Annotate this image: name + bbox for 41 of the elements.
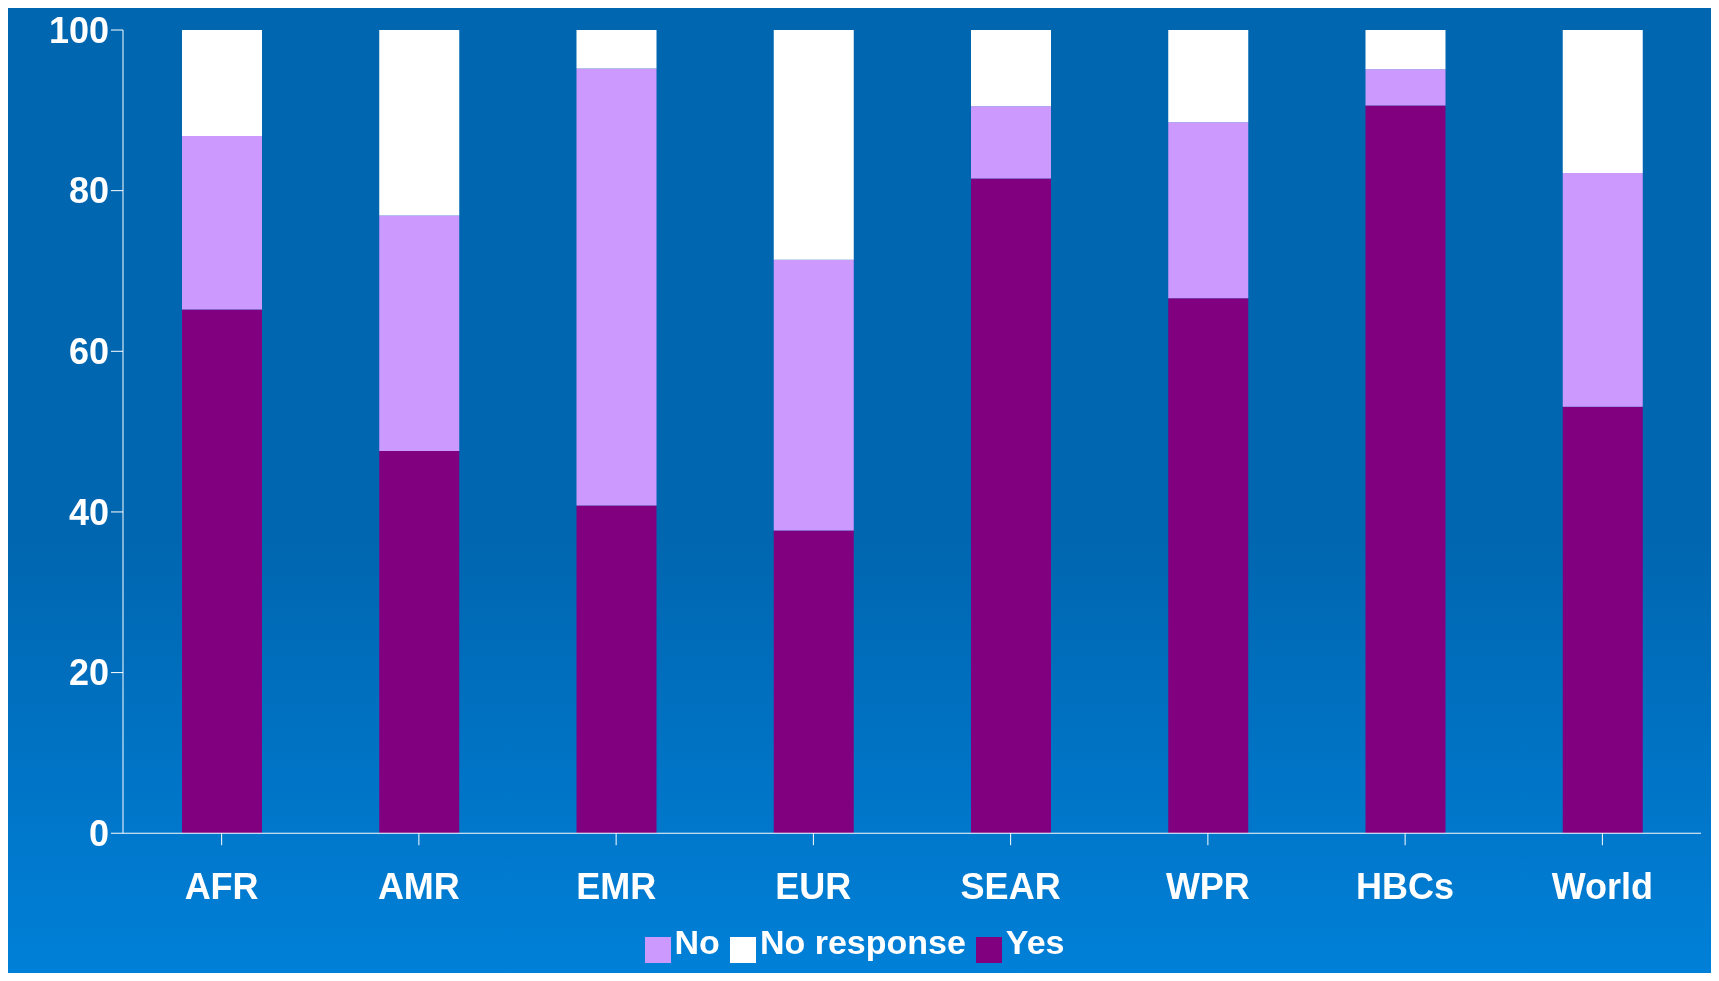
bar (182, 30, 262, 137)
x-tick-label: SEAR (960, 865, 1061, 907)
bar (182, 309, 262, 834)
bar (1365, 30, 1446, 70)
bar (379, 450, 460, 834)
bar (1562, 406, 1643, 834)
bar (576, 30, 657, 69)
bar (379, 215, 460, 451)
y-tick-label: 0 (88, 813, 109, 855)
bar (1365, 69, 1446, 106)
x-tick-label: HBCs (1356, 865, 1455, 907)
bar (1168, 298, 1249, 834)
legend-label: No (674, 923, 720, 962)
bar (773, 530, 854, 834)
bar (1168, 30, 1249, 123)
y-tick-label: 40 (68, 491, 109, 533)
x-tick-label: AMR (377, 865, 460, 907)
bar (971, 106, 1051, 179)
x-tick-label: EMR (576, 865, 657, 907)
bar (773, 30, 854, 260)
x-tick-label: World (1551, 865, 1654, 907)
bar (182, 136, 262, 310)
bar (971, 178, 1051, 834)
bar (1562, 30, 1643, 173)
legend-label: Yes (1005, 923, 1065, 962)
bar (1562, 172, 1643, 407)
bar (773, 259, 854, 531)
bar (576, 68, 657, 506)
x-tick-label: WPR (1165, 865, 1250, 907)
bar (1365, 105, 1446, 834)
bar (379, 30, 460, 216)
y-tick-label: 20 (68, 652, 109, 694)
x-tick-label: AFR (184, 865, 259, 907)
y-tick-label: 60 (68, 331, 109, 373)
x-tick-label: EUR (775, 865, 852, 907)
bar (576, 505, 657, 834)
bar (971, 30, 1051, 107)
bar (1168, 122, 1249, 299)
y-tick-label: 100 (48, 9, 109, 51)
legend-label: No response (759, 923, 966, 962)
y-tick-label: 80 (68, 170, 109, 212)
